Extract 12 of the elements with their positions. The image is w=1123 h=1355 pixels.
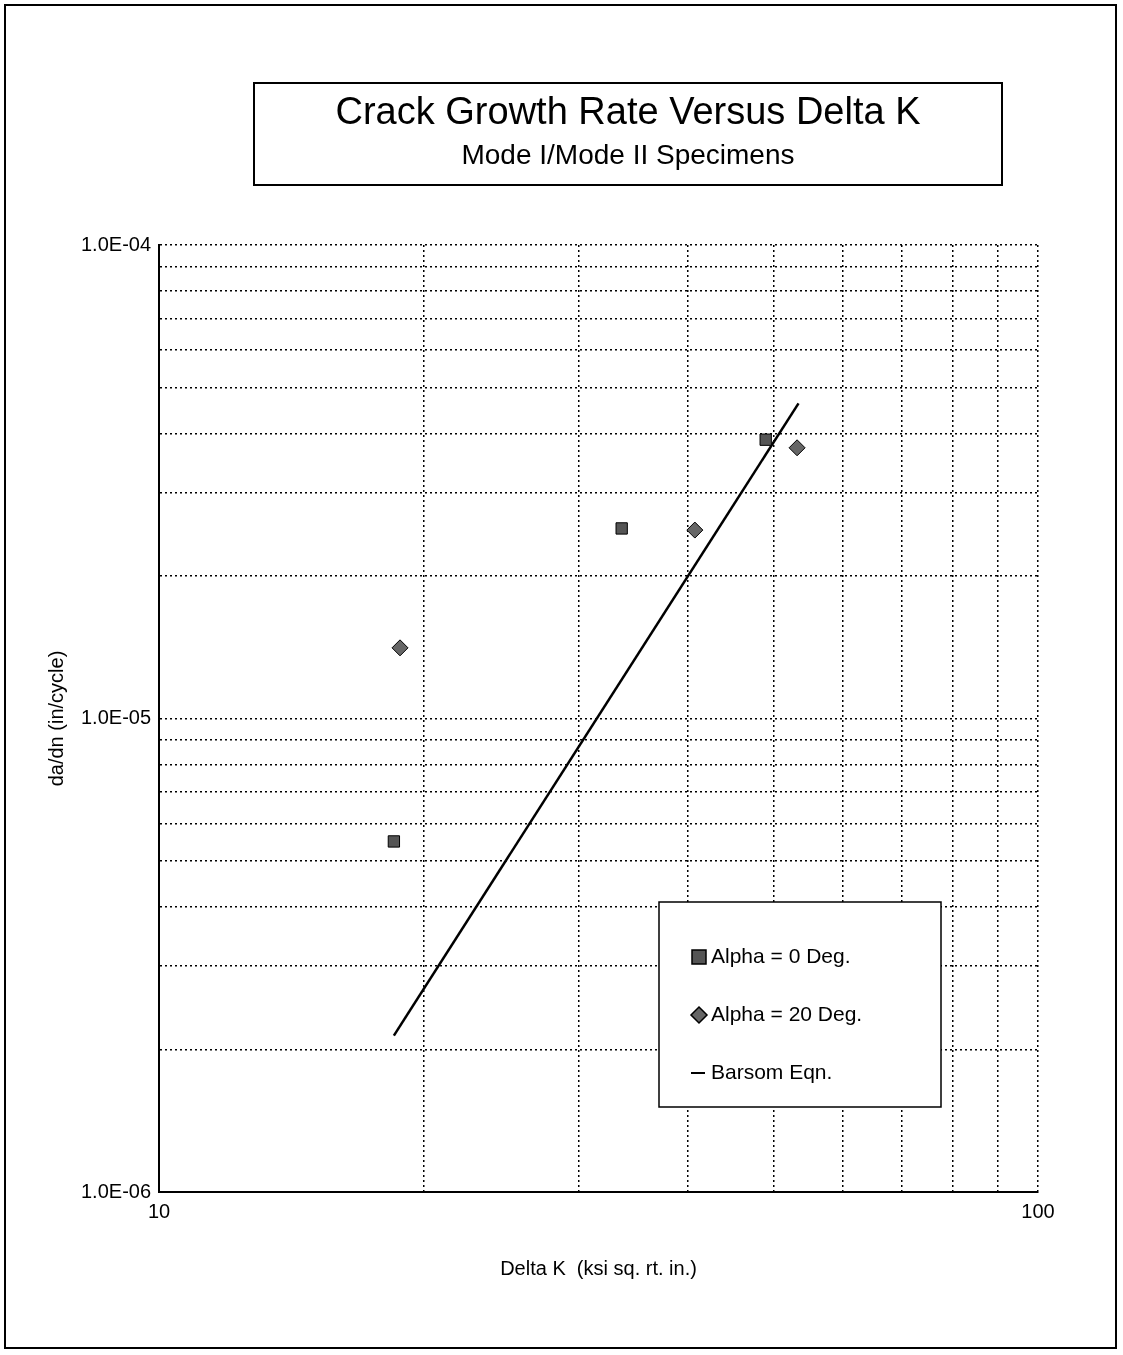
x-axis-title: Delta K (ksi sq. rt. in.) xyxy=(500,1256,697,1279)
legend-label: Alpha = 0 Deg. xyxy=(711,943,851,967)
chart-title: Crack Growth Rate Versus Delta K xyxy=(334,90,922,133)
chart-subtitle: Mode I/Mode II Specimens xyxy=(460,139,796,171)
legend-label: Alpha = 20 Deg. xyxy=(711,1001,863,1025)
y-tick-label: 1.0E-05 xyxy=(80,706,152,729)
x-tick-label: 10 xyxy=(147,1199,171,1222)
y-axis-title: da/dn (in/cycle) xyxy=(44,650,67,787)
y-tick-label: 1.0E-06 xyxy=(80,1179,152,1202)
y-tick-label: 1.0E-04 xyxy=(80,232,152,255)
legend-label: Barsom Eqn. xyxy=(711,1059,833,1083)
x-tick-label: 100 xyxy=(1021,1199,1055,1222)
